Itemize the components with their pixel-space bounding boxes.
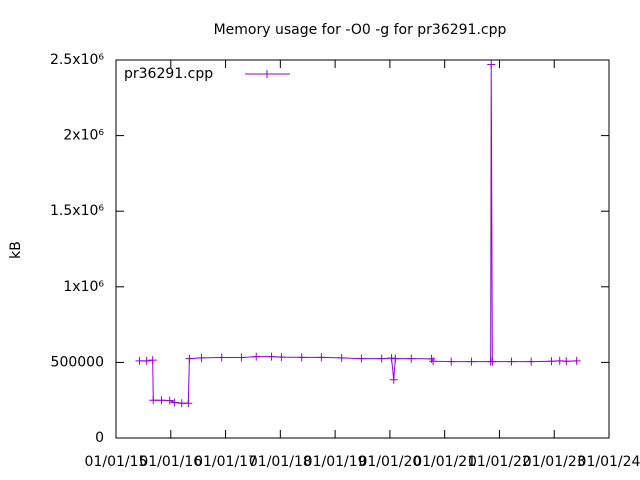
- y-tick-label: 0: [95, 430, 104, 446]
- x-tick-label: 01/01/23: [523, 454, 586, 470]
- point: [197, 353, 206, 362]
- point: [357, 354, 366, 363]
- point: [427, 354, 436, 363]
- point: [135, 356, 144, 365]
- point: [527, 357, 536, 366]
- point: [157, 396, 166, 405]
- x-tick-label: 01/01/15: [85, 454, 148, 470]
- point: [429, 357, 438, 366]
- y-tick-label: 2.5x10⁶: [50, 52, 104, 68]
- y-tick-label: 2x10⁶: [63, 128, 104, 144]
- y-tick-label: 1.5x10⁶: [50, 203, 104, 219]
- point: [562, 357, 571, 366]
- point: [297, 353, 306, 362]
- plot-border: [115, 59, 610, 439]
- x-tick-label: 01/01/20: [358, 454, 421, 470]
- point: [488, 357, 497, 366]
- x-tick-label: 01/01/24: [578, 454, 640, 470]
- point: [391, 354, 400, 363]
- point: [447, 357, 456, 366]
- legend-label: pr36291.cpp: [124, 66, 213, 82]
- x-tick-label: 01/01/17: [194, 454, 257, 470]
- point: [267, 352, 276, 361]
- chart-title: Memory usage for -O0 -g for pr36291.cpp: [214, 22, 507, 38]
- point: [217, 353, 226, 362]
- x-tick-label: 01/01/18: [249, 454, 312, 470]
- point: [547, 357, 556, 366]
- x-tick-label: 01/01/19: [304, 454, 367, 470]
- point: [165, 396, 174, 405]
- point: [407, 354, 416, 363]
- legend-marker: [263, 70, 271, 78]
- point: [507, 357, 516, 366]
- point: [277, 353, 286, 362]
- x-tick-label: 01/01/16: [139, 454, 202, 470]
- series-line: [139, 64, 577, 404]
- x-tick-label: 01/01/22: [468, 454, 531, 470]
- point: [252, 352, 261, 361]
- point: [467, 357, 476, 366]
- y-axis-label: kB: [8, 241, 24, 259]
- y-tick-label: 500000: [51, 354, 104, 370]
- point: [237, 353, 246, 362]
- x-tick-label: 01/01/21: [413, 454, 476, 470]
- y-tick-label: 1x10⁶: [63, 279, 104, 295]
- point: [170, 398, 179, 407]
- point: [184, 399, 193, 408]
- point: [377, 354, 386, 363]
- point: [337, 353, 346, 362]
- point: [185, 354, 194, 363]
- point: [487, 60, 496, 69]
- point: [142, 356, 151, 365]
- point: [389, 375, 398, 384]
- point: [149, 396, 158, 405]
- point: [148, 356, 157, 365]
- point: [572, 356, 581, 365]
- point: [317, 353, 326, 362]
